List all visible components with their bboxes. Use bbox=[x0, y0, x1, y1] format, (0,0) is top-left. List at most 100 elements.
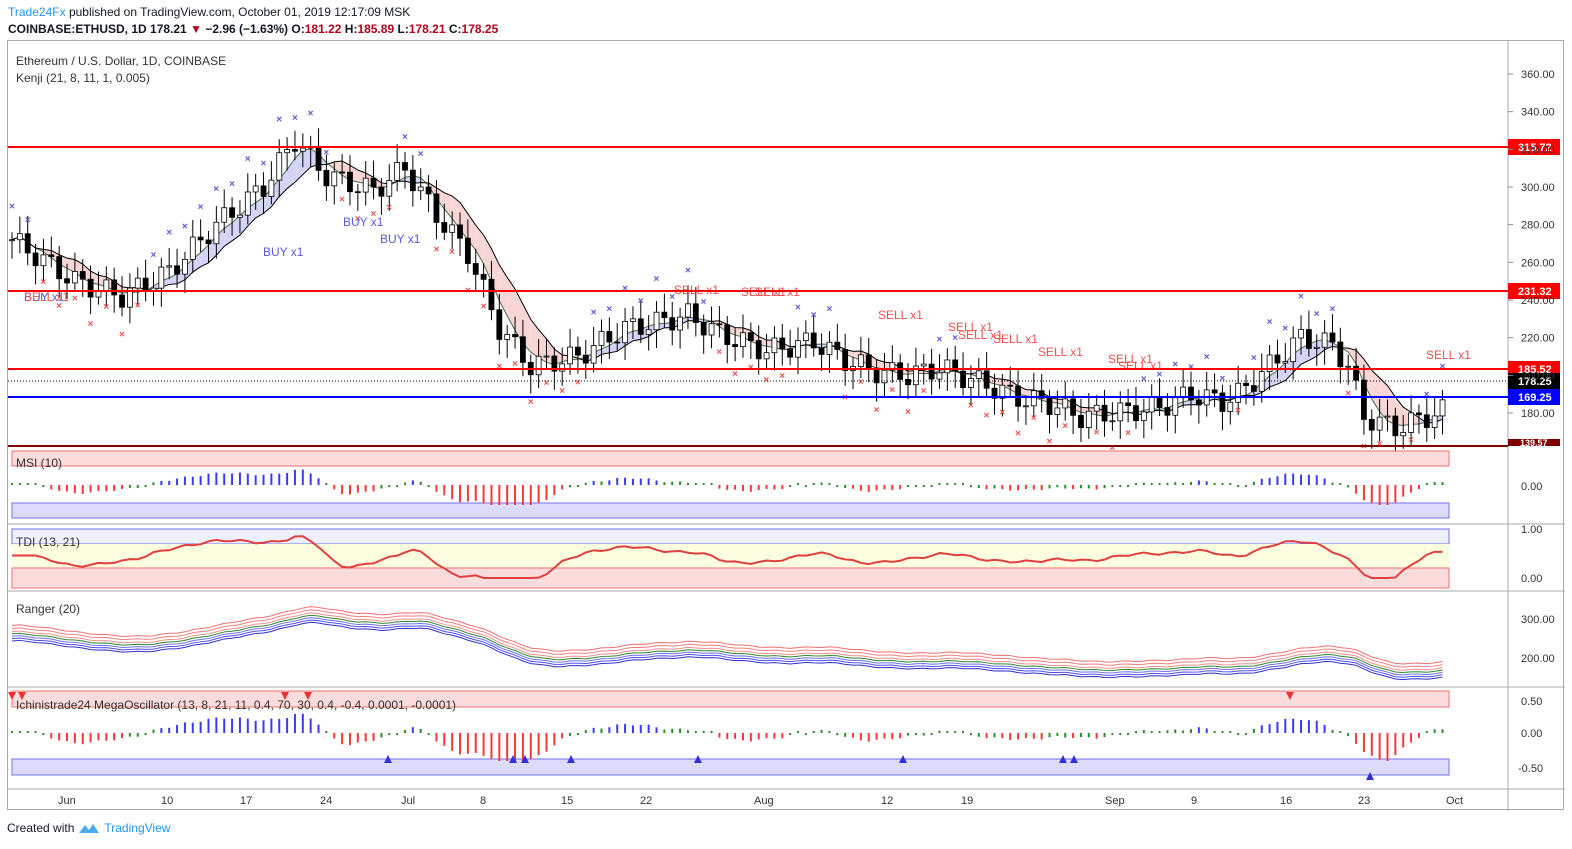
kenji-cloud-segment bbox=[444, 192, 453, 219]
candle-body bbox=[1227, 401, 1234, 412]
candle-body bbox=[252, 185, 259, 193]
candle-body bbox=[1400, 432, 1407, 437]
close-value: 178.25 bbox=[461, 22, 499, 36]
symbol-name[interactable]: COINBASE:ETHUSD, 1D bbox=[8, 22, 147, 36]
price-tick-label: 220.00 bbox=[1521, 333, 1555, 345]
candle-body bbox=[708, 323, 715, 336]
candle-body bbox=[56, 256, 63, 280]
candle-body bbox=[551, 355, 558, 372]
candle-body bbox=[1188, 386, 1194, 401]
time-axis-label: 10 bbox=[161, 795, 173, 807]
price-level-badge bbox=[1508, 389, 1560, 405]
signal-x-marker: × bbox=[764, 375, 770, 386]
sell-signal-label: SELL x1 bbox=[958, 328, 1003, 342]
candle-body bbox=[559, 363, 566, 372]
signal-x-marker: × bbox=[606, 304, 612, 315]
sell-signal-label: SELL x1 bbox=[1118, 359, 1163, 373]
signal-x-marker: × bbox=[1094, 427, 1100, 438]
signal-x-marker: × bbox=[591, 307, 597, 318]
candle-body bbox=[1408, 412, 1414, 433]
candle-body bbox=[1329, 332, 1336, 343]
main-pane[interactable]: × × × × × × × × × × × × × × × × × × × × × × × × × × × × × × × × × × × × × × × ×… bbox=[8, 54, 1560, 469]
candle-body bbox=[1038, 390, 1045, 399]
candle-body bbox=[795, 340, 801, 358]
candle-body bbox=[174, 265, 180, 275]
signal-x-marker: × bbox=[795, 303, 801, 314]
ranger-pane[interactable]: Ranger (20) 300.00 200.00 bbox=[11, 602, 1555, 681]
candle-body bbox=[1101, 404, 1108, 422]
signal-markers: × × × × × × × × × × × × × × × × × × × × × × × × × × × × × × × × × × × × × × × ×… bbox=[9, 109, 1446, 469]
mega-down-triangle bbox=[8, 692, 16, 700]
candle-body bbox=[740, 332, 746, 348]
signal-x-marker: × bbox=[88, 319, 94, 330]
ranger-tick-300: 300.00 bbox=[1521, 614, 1555, 626]
candle-body bbox=[1023, 405, 1029, 408]
signal-x-marker: × bbox=[1440, 362, 1446, 373]
time-axis-label: 22 bbox=[640, 795, 652, 807]
candle-body bbox=[512, 334, 518, 338]
price-axis[interactable]: 360.00 340.00 320.00 300.00 280.00 260.00 240.… bbox=[1508, 69, 1555, 420]
signal-x-marker: × bbox=[512, 359, 518, 370]
time-axis-label: 19 bbox=[961, 795, 973, 807]
kenji-cloud-segment bbox=[200, 245, 209, 267]
candle-body bbox=[1125, 402, 1132, 407]
kenji-cloud-segment bbox=[294, 150, 303, 183]
candle-body bbox=[1148, 396, 1155, 413]
signal-x-marker: × bbox=[622, 283, 628, 294]
candle-body bbox=[323, 169, 330, 187]
candle-body bbox=[700, 322, 707, 336]
price-tick-label: 240.00 bbox=[1521, 295, 1555, 307]
candle-body bbox=[1431, 415, 1438, 428]
candle-body bbox=[1368, 418, 1375, 431]
candle-body bbox=[810, 332, 817, 349]
chart-canvas[interactable]: × × × × × × × × × × × × × × × × × × × × × × × × × × × × × × × × × × × × × × × ×… bbox=[8, 41, 1565, 811]
candle-body bbox=[449, 224, 456, 233]
candle-body bbox=[630, 318, 636, 322]
mega-up-triangle bbox=[509, 755, 517, 763]
mega-tick-000: 0.00 bbox=[1521, 728, 1542, 740]
candle-body bbox=[952, 359, 959, 372]
mega-up-triangle bbox=[899, 755, 907, 763]
chart-container[interactable]: × × × × × × × × × × × × × × × × × × × × × × × × × × × × × × × × × × × × × × × ×… bbox=[7, 40, 1565, 811]
candle-body bbox=[1093, 404, 1100, 412]
tradingview-link[interactable]: TradingView bbox=[104, 821, 171, 835]
candle-body bbox=[787, 348, 794, 358]
candle-body bbox=[913, 365, 919, 386]
time-axis[interactable]: Jun 10 17 24 Jul 8 15 22 Aug 12 19 Sep 9 16 23 Oct bbox=[58, 795, 1463, 807]
last-price: 178.21 bbox=[150, 22, 187, 36]
mega-title: Ichinistrade24 MegaOscillator (13, 8, 21… bbox=[16, 698, 456, 712]
kenji-cloud-segment bbox=[184, 259, 193, 280]
signal-x-marker: × bbox=[449, 247, 455, 258]
signal-x-marker: × bbox=[889, 385, 895, 396]
candle-body bbox=[292, 149, 298, 152]
signal-x-marker: × bbox=[669, 292, 675, 303]
candle-body bbox=[1211, 389, 1218, 394]
signal-x-marker: × bbox=[1204, 352, 1210, 363]
kenji-cloud-segment bbox=[475, 225, 484, 264]
candle-body bbox=[614, 341, 621, 344]
symbol-line: COINBASE:ETHUSD, 1D 178.21 ▼ −2.96 (−1.6… bbox=[8, 22, 498, 36]
sell-signal-label: SELL x1 bbox=[993, 332, 1038, 346]
price-tick-label: 180.00 bbox=[1521, 408, 1555, 420]
mega-oscillator-pane[interactable]: Ichinistrade24 MegaOscillator (13, 8, 21… bbox=[8, 690, 1543, 780]
tdi-pane[interactable]: TDI (13, 21) 1.00 0.00 bbox=[11, 524, 1542, 589]
price-tick-label: 340.00 bbox=[1521, 107, 1555, 119]
tdi-tick-1: 1.00 bbox=[1521, 524, 1542, 536]
msi-pane[interactable]: MSI (10) 0.00 bbox=[11, 450, 1542, 519]
signal-x-marker: × bbox=[1157, 369, 1163, 380]
signal-x-marker: × bbox=[276, 115, 282, 126]
mega-down-triangle bbox=[281, 692, 289, 700]
candle-body bbox=[433, 193, 440, 223]
signal-x-marker: × bbox=[496, 362, 502, 373]
signal-x-marker: × bbox=[654, 274, 660, 285]
mega-down-triangle bbox=[18, 692, 26, 700]
kenji-cloud-segment bbox=[302, 148, 311, 175]
candle-body bbox=[1306, 329, 1312, 349]
low-value: 178.21 bbox=[408, 22, 446, 36]
close-label: C: bbox=[448, 22, 462, 36]
down-arrow-icon: ▼ bbox=[190, 22, 202, 36]
sell-signal-label: SELL x1 bbox=[878, 308, 923, 322]
author-link[interactable]: Trade24Fx bbox=[8, 5, 66, 19]
